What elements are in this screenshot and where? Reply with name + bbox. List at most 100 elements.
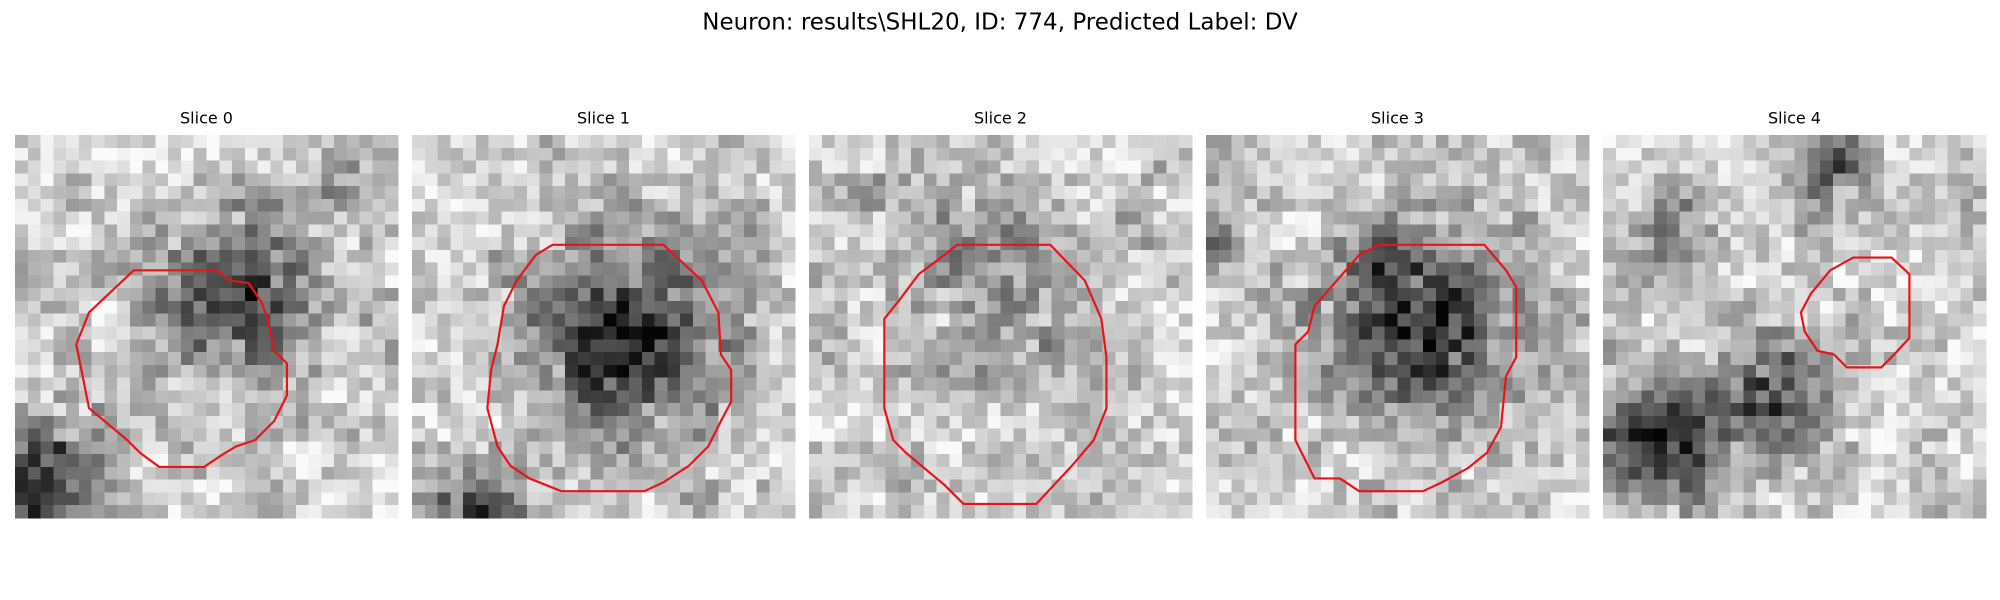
pixel: [1934, 186, 1948, 200]
pixel: [437, 428, 451, 442]
pixel: [1666, 505, 1680, 519]
pixel: [1359, 160, 1373, 174]
pixel: [1244, 377, 1258, 391]
pixel: [718, 300, 732, 314]
pixel: [1140, 441, 1154, 455]
pixel: [180, 249, 194, 263]
pixel: [718, 364, 732, 378]
pixel: [1794, 441, 1808, 455]
pixel: [1179, 403, 1193, 417]
pixel: [359, 147, 373, 161]
pixel: [1550, 454, 1564, 468]
pixel: [1692, 339, 1706, 353]
pixel: [1320, 237, 1334, 251]
pixel: [1973, 479, 1987, 493]
pixel: [437, 403, 451, 417]
pixel: [1832, 479, 1846, 493]
pixel: [834, 441, 848, 455]
pixel: [1038, 147, 1052, 161]
pixel: [385, 249, 399, 263]
pixel: [847, 186, 861, 200]
pixel: [104, 300, 118, 314]
pixel: [987, 224, 1001, 238]
pixel: [1435, 275, 1449, 289]
pixel: [1666, 224, 1680, 238]
pixel: [1486, 275, 1500, 289]
pixel: [1371, 313, 1385, 327]
pixel: [1295, 313, 1309, 327]
pixel: [1576, 237, 1590, 251]
pixel: [1166, 454, 1180, 468]
pixel: [1115, 288, 1129, 302]
pixel: [1218, 428, 1232, 442]
pixel: [1410, 198, 1424, 212]
pixel: [66, 390, 80, 404]
pixel: [104, 492, 118, 506]
pixel: [1743, 364, 1757, 378]
pixel: [514, 326, 528, 340]
pixel: [936, 288, 950, 302]
pixel: [142, 275, 156, 289]
pixel: [1000, 173, 1014, 187]
pixel: [1781, 275, 1795, 289]
pixel: [1705, 313, 1719, 327]
pixel: [1153, 262, 1167, 276]
pixel: [1883, 211, 1897, 225]
pixel: [1743, 160, 1757, 174]
pixel: [1384, 313, 1398, 327]
pixel: [15, 288, 29, 302]
pixel: [1909, 186, 1923, 200]
pixel: [168, 403, 182, 417]
pixel: [437, 160, 451, 174]
pixel: [1448, 237, 1462, 251]
pixel: [1845, 505, 1859, 519]
pixel: [743, 352, 757, 366]
pixel: [1384, 173, 1398, 187]
pixel: [974, 441, 988, 455]
pixel: [552, 173, 566, 187]
pixel: [475, 262, 489, 276]
pixel: [1883, 313, 1897, 327]
pixel: [539, 352, 553, 366]
pixel: [1692, 160, 1706, 174]
pixel: [1140, 454, 1154, 468]
pixel: [463, 364, 477, 378]
pixel: [629, 492, 643, 506]
pixel: [1525, 186, 1539, 200]
pixel: [1359, 237, 1373, 251]
pixel: [1115, 415, 1129, 429]
pixel: [565, 211, 579, 225]
pixel: [1359, 135, 1373, 149]
pixel: [1244, 479, 1258, 493]
pixel: [232, 326, 246, 340]
pixel: [680, 211, 694, 225]
pixel: [1832, 275, 1846, 289]
pixel: [949, 428, 963, 442]
pixel: [295, 173, 309, 187]
pixel: [1089, 211, 1103, 225]
pixel: [1654, 173, 1668, 187]
pixel: [346, 377, 360, 391]
pixel: [1845, 377, 1859, 391]
pixel: [552, 466, 566, 480]
pixel: [91, 403, 105, 417]
pixel: [769, 454, 783, 468]
pixel: [936, 377, 950, 391]
pixel: [1051, 224, 1065, 238]
pixel: [1679, 147, 1693, 161]
pixel: [437, 339, 451, 353]
pixel: [1654, 441, 1668, 455]
pixel: [488, 173, 502, 187]
pixel: [885, 237, 899, 251]
pixel: [514, 288, 528, 302]
pixel: [577, 288, 591, 302]
pixel: [1666, 492, 1680, 506]
pixel: [1359, 377, 1373, 391]
pixel: [1973, 198, 1987, 212]
pixel: [463, 466, 477, 480]
pixel: [821, 288, 835, 302]
pixel: [1525, 326, 1539, 340]
pixel: [847, 237, 861, 251]
pixel: [104, 135, 118, 149]
pixel: [641, 339, 655, 353]
